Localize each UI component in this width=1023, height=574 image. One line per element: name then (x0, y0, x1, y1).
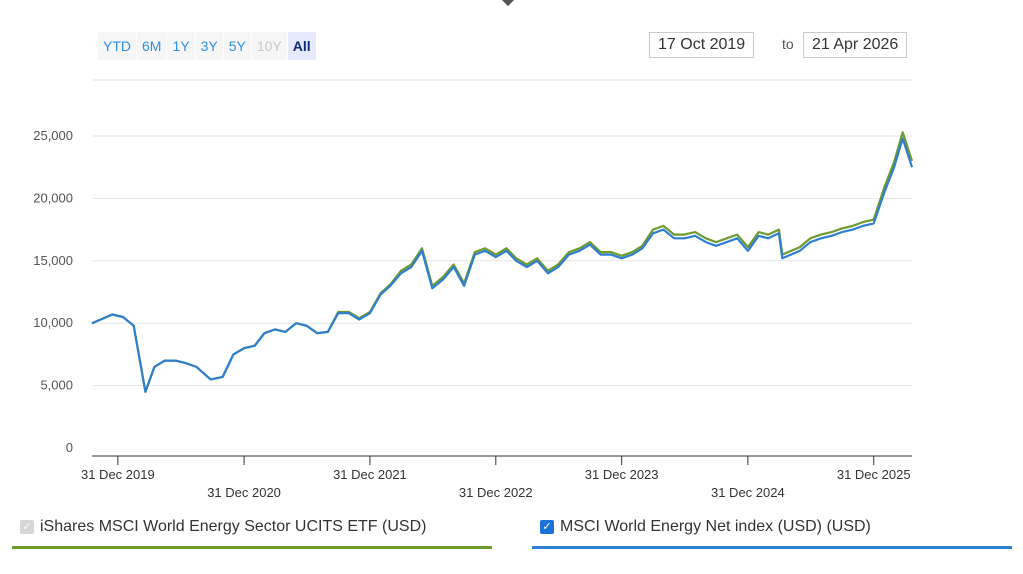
checkbox-icon[interactable]: ✓ (20, 520, 34, 534)
date-from-input[interactable]: 17 Oct 2019 (649, 32, 755, 58)
x-tick-label: 31 Dec 2024 (711, 485, 785, 500)
x-tick-label: 31 Dec 2023 (585, 467, 659, 482)
legend-label: iShares MSCI World Energy Sector UCITS E… (40, 518, 427, 535)
y-tick-label: 10,000 (33, 315, 73, 330)
range-button-3y[interactable]: 3Y (195, 32, 223, 60)
series-line-1 (91, 137, 914, 393)
x-tick-label: 31 Dec 2022 (459, 485, 533, 500)
x-tick-label: 31 Dec 2019 (81, 467, 155, 482)
legend-item-index[interactable]: ✓ MSCI World Energy Net index (USD) (USD… (532, 518, 1012, 549)
range-button-all[interactable]: All (287, 32, 316, 60)
x-tick-label: 31 Dec 2021 (333, 467, 407, 482)
legend-item-etf[interactable]: ✓ iShares MSCI World Energy Sector UCITS… (12, 518, 492, 549)
x-tick-label: 31 Dec 2025 (837, 467, 911, 482)
range-button-6m[interactable]: 6M (137, 32, 167, 60)
range-button-ytd[interactable]: YTD (98, 32, 136, 60)
y-tick-label: 20,000 (33, 190, 73, 205)
legend-label: MSCI World Energy Net index (USD) (USD) (560, 518, 871, 535)
y-tick-label: 5,000 (40, 378, 73, 393)
checkbox-icon[interactable]: ✓ (540, 520, 554, 534)
y-tick-label: 15,000 (33, 253, 73, 268)
y-tick-label: 25,000 (33, 128, 73, 143)
date-to-input[interactable]: 21 Apr 2026 (803, 32, 908, 58)
range-button-5y[interactable]: 5Y (223, 32, 251, 60)
range-button-1y[interactable]: 1Y (167, 32, 195, 60)
line-chart: 0 5,000 10,000 15,000 20,000 25,000 31 Dec 201… (33, 79, 914, 500)
to-label: to (782, 36, 794, 52)
x-tick-label: 31 Dec 2020 (207, 485, 281, 500)
y-tick-label: 0 (66, 440, 73, 455)
series-line-0 (91, 131, 914, 393)
range-button-10y: 10Y (251, 32, 287, 60)
range-selector: YTD 6M 1Y 3Y 5Y 10Y All (98, 32, 316, 60)
